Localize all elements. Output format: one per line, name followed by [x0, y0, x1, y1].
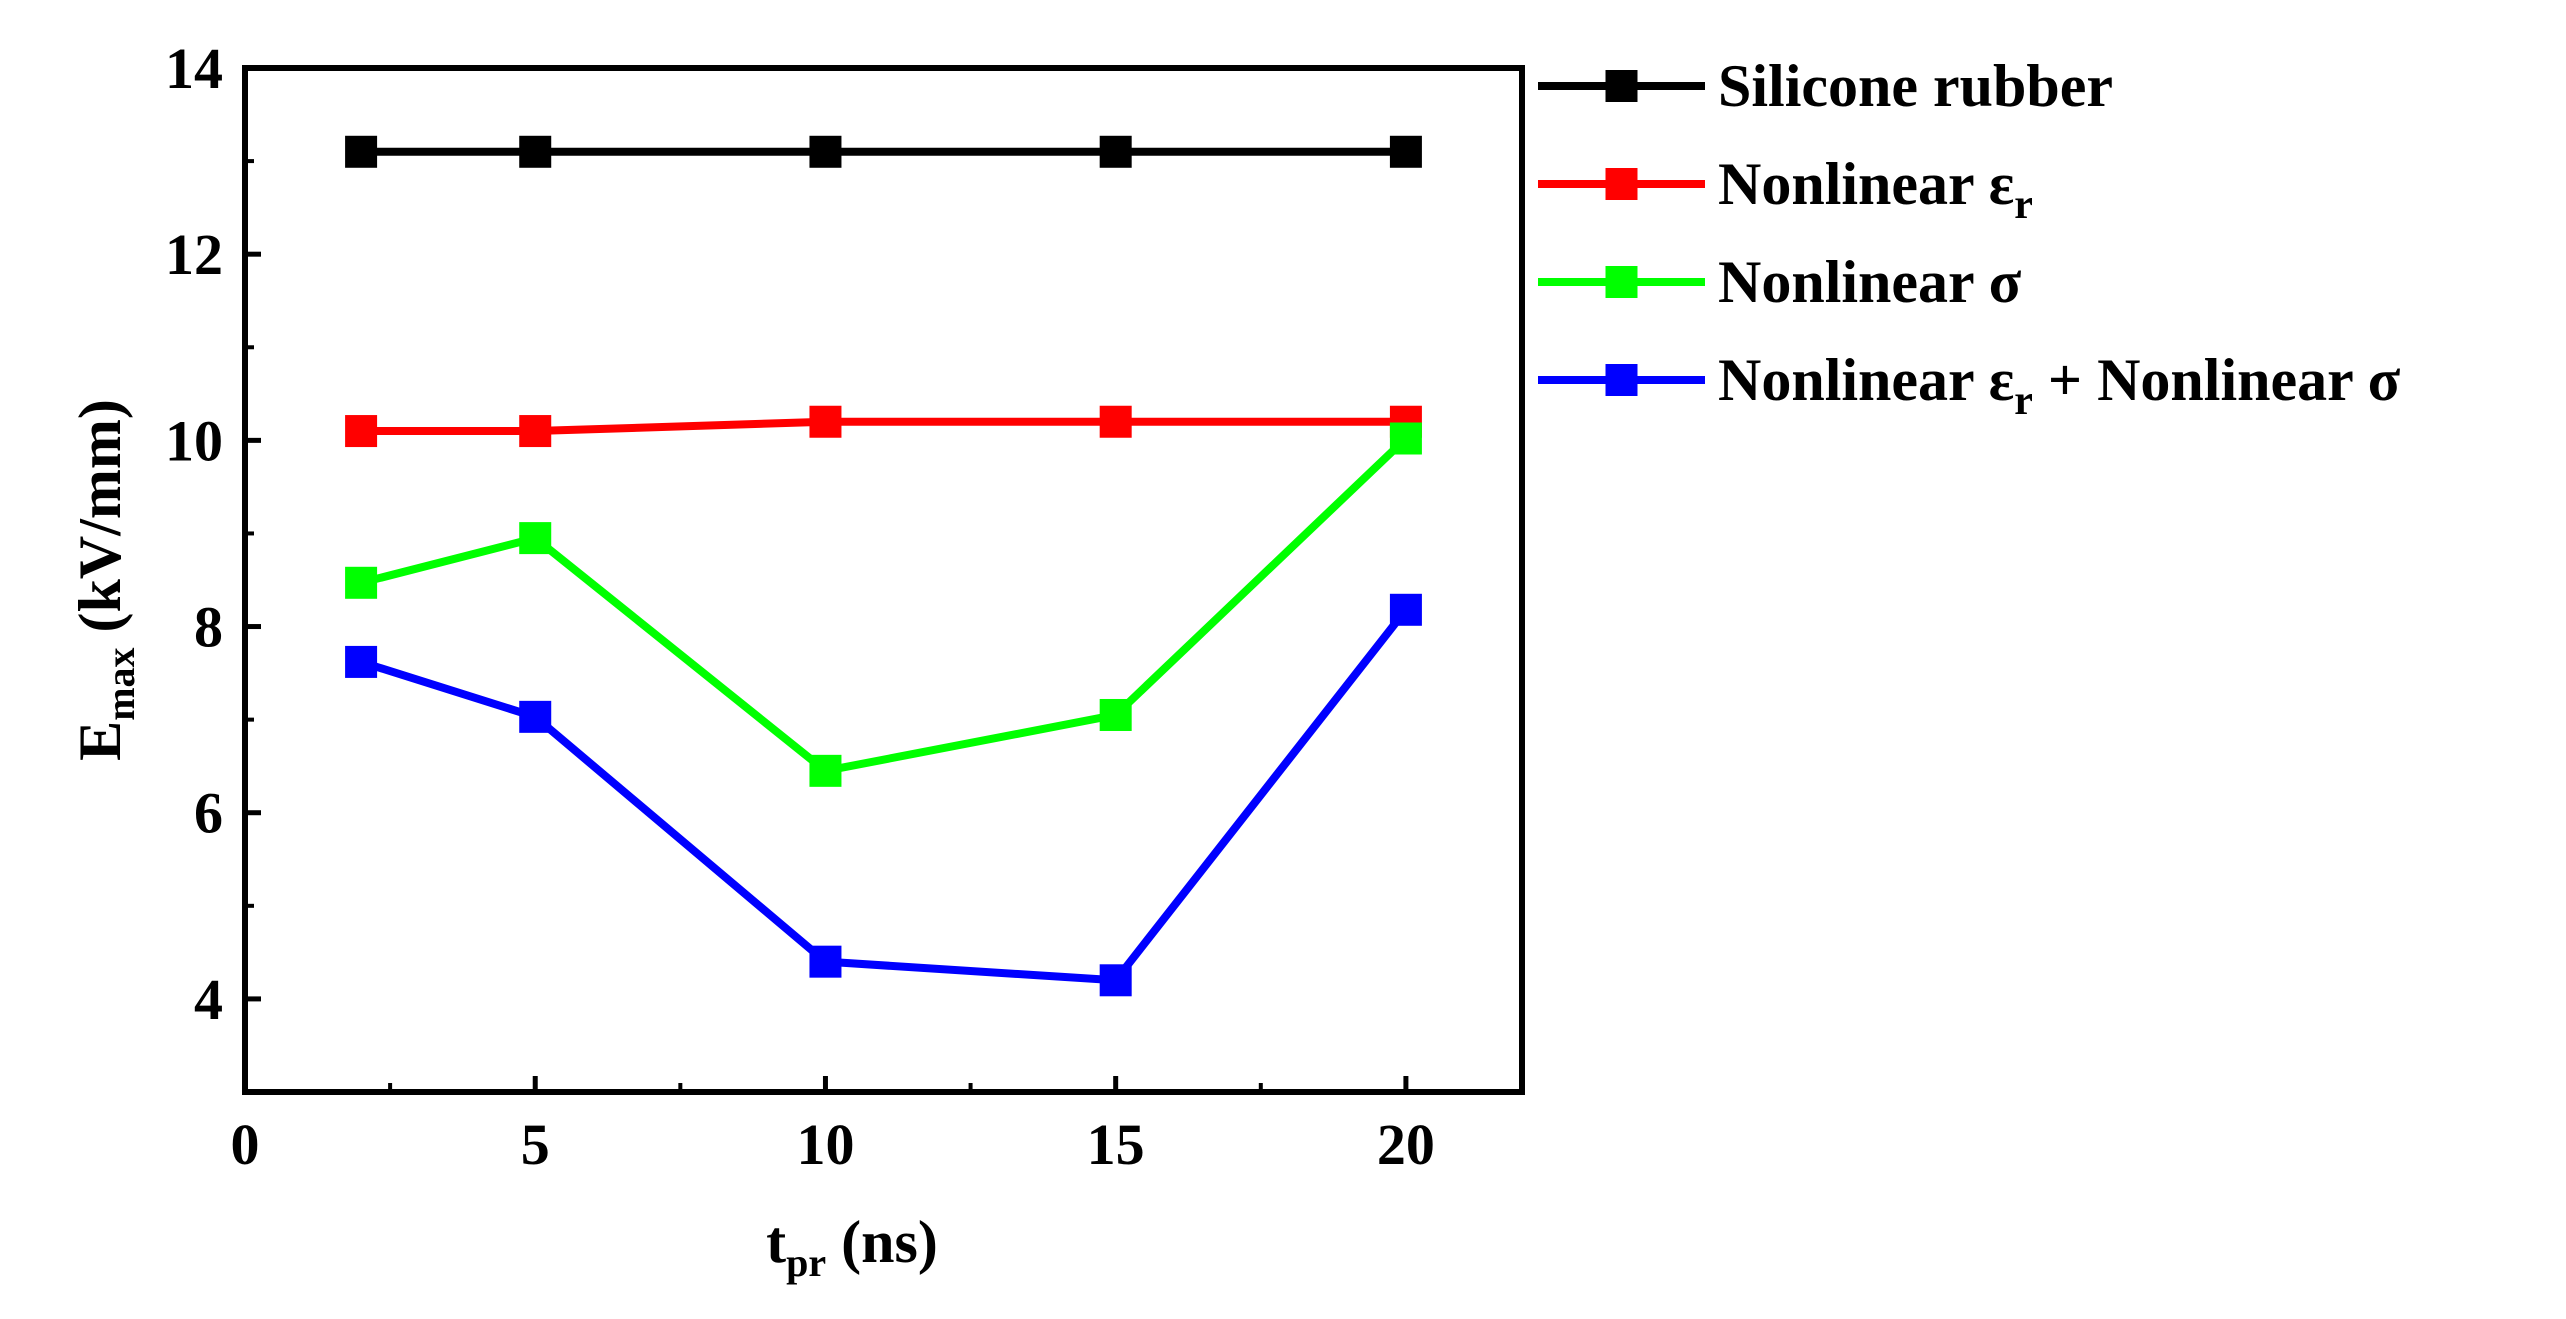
legend-label: Nonlinear σ [1718, 249, 2022, 315]
x-tick-label: 20 [1377, 1112, 1435, 1177]
y-axis-label: Emax (kV/mm) [67, 399, 143, 761]
legend-label: Nonlinear εr + Nonlinear σ [1718, 347, 2401, 424]
series-line-2 [361, 417, 1406, 436]
x-tick-label: 5 [521, 1112, 550, 1177]
x-tick-label: 15 [1087, 1112, 1145, 1177]
legend-label: Nonlinear εr [1718, 151, 2033, 228]
plot-frame [242, 65, 1525, 1095]
y-tick-label: 10 [165, 408, 223, 473]
data-point [345, 566, 378, 599]
x-axis-label: tpr (ns) [766, 1209, 938, 1285]
data-point [345, 415, 378, 448]
legend: Silicone rubber Nonlinear εr Nonlinear σ No… [1538, 53, 2401, 424]
series-line-3 [360, 435, 1409, 775]
series-layer [345, 135, 1422, 997]
legend-marker [1605, 266, 1638, 298]
tick-labels: 0 5 10 15 20 4 6 8 10 12 14 [165, 36, 1435, 1177]
series-line-4 [359, 607, 1410, 985]
data-point [1389, 135, 1422, 168]
y-tick-label: 8 [194, 595, 223, 660]
data-point [809, 405, 842, 438]
data-point [519, 700, 552, 733]
data-point [519, 415, 552, 448]
y-tick-label: 4 [194, 967, 223, 1032]
x-tick-label: 10 [796, 1112, 854, 1177]
legend-label: Silicone rubber [1718, 53, 2113, 119]
y-tick-label: 6 [194, 781, 223, 846]
data-point [809, 754, 842, 787]
data-point [345, 135, 378, 168]
data-point [1099, 698, 1132, 731]
data-point [1389, 422, 1422, 455]
data-point [1099, 405, 1132, 438]
legend-marker [1605, 70, 1638, 102]
y-tick-label: 12 [165, 222, 223, 287]
data-point [809, 135, 842, 168]
data-point [1099, 964, 1132, 997]
data-point [519, 522, 552, 555]
y-tick-label: 14 [165, 36, 223, 101]
legend-marker [1605, 168, 1638, 200]
data-point [345, 645, 378, 678]
data-point [1099, 135, 1132, 168]
data-point [519, 135, 552, 168]
tick-marks [242, 65, 1409, 1092]
data-point [809, 945, 842, 978]
data-point [1389, 593, 1422, 626]
legend-marker [1605, 364, 1638, 396]
x-tick-label: 0 [231, 1112, 260, 1177]
